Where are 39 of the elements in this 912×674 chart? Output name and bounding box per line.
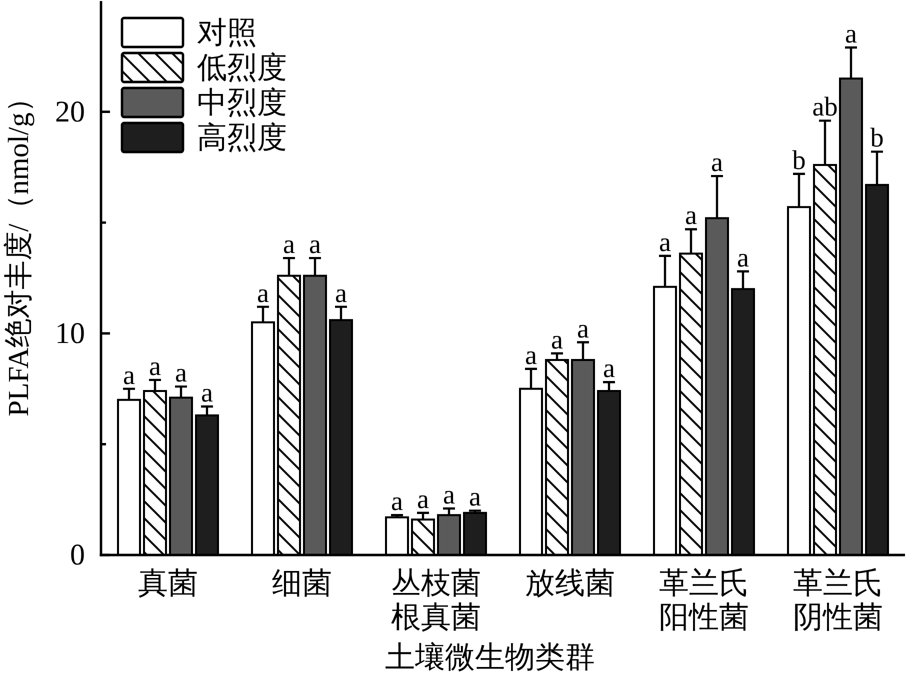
x-tick-label: 革兰氏阳性菌 (659, 567, 749, 634)
data-label: a (309, 229, 322, 260)
y-tick-label: 20 (55, 95, 85, 128)
data-label: a (417, 484, 430, 514)
data-label: a (737, 242, 750, 272)
x-tick-label: 真菌 (138, 567, 198, 600)
data-label: a (391, 486, 404, 516)
data-label: a (685, 200, 698, 230)
legend-label: 低烈度 (197, 52, 287, 84)
y-tick-label: 0 (70, 538, 85, 572)
data-label: b (870, 122, 884, 153)
data-label: b (792, 144, 806, 175)
x-tick-label: 细菌 (272, 567, 332, 600)
data-label: a (659, 226, 672, 257)
data-label: a (525, 340, 538, 370)
data-label: ab (812, 92, 838, 122)
x-axis-title: 土壤微生物类群 (385, 641, 595, 674)
data-label: a (711, 147, 724, 178)
y-axis-title: PLFA绝对丰度/（nmol/g） (3, 84, 35, 416)
data-label: a (603, 353, 616, 384)
data-label: a (335, 278, 348, 308)
data-label: a (469, 482, 482, 512)
data-label: a (443, 479, 456, 510)
legend-label: 高烈度 (197, 122, 287, 154)
x-tick-label: 丛枝菌根真菌 (391, 567, 481, 634)
data-label: a (123, 360, 136, 390)
data-label: a (551, 324, 564, 354)
legend-label: 中烈度 (197, 86, 287, 120)
data-label: a (201, 378, 214, 408)
y-tick-label: 10 (55, 316, 85, 350)
x-tick-label: 放线菌 (525, 567, 615, 600)
data-label: a (175, 358, 188, 388)
data-label: a (845, 18, 858, 49)
data-label: a (257, 278, 270, 308)
data-label: a (283, 229, 296, 260)
data-label: a (149, 350, 162, 381)
data-label: a (577, 313, 590, 344)
legend-label: 对照 (197, 16, 257, 50)
x-tick-label: 革兰氏阴性菌 (793, 567, 883, 634)
